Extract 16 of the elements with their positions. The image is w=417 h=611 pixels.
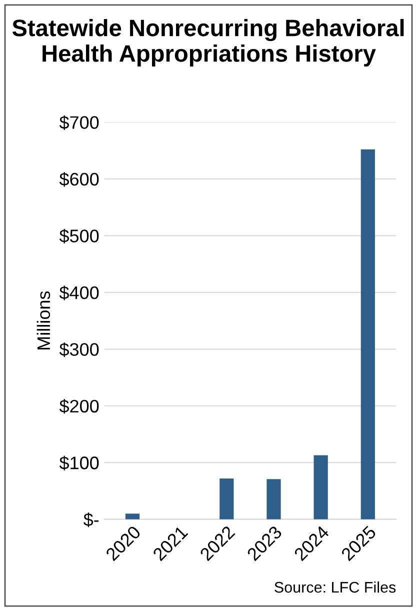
y-tick-label: $300 <box>59 342 99 357</box>
bar <box>220 478 234 520</box>
y-tick-label: $400 <box>59 286 99 300</box>
y-tick-label: $500 <box>59 228 99 244</box>
bar <box>266 479 281 520</box>
y-tick-label: $100 <box>59 456 99 470</box>
y-tick-label: $200 <box>59 399 99 414</box>
source-note: Source: LFC Files <box>274 581 396 593</box>
chart-title: Statewide Nonrecurring Behavioral Health Appropriations History <box>12 18 404 67</box>
y-tick-label: $- <box>84 512 99 528</box>
bar <box>314 455 328 520</box>
bar <box>125 514 140 520</box>
y-axis-title: Millions <box>36 291 50 350</box>
y-tick-label: $700 <box>59 115 99 130</box>
bar <box>360 149 375 520</box>
y-tick-label: $600 <box>59 172 99 187</box>
